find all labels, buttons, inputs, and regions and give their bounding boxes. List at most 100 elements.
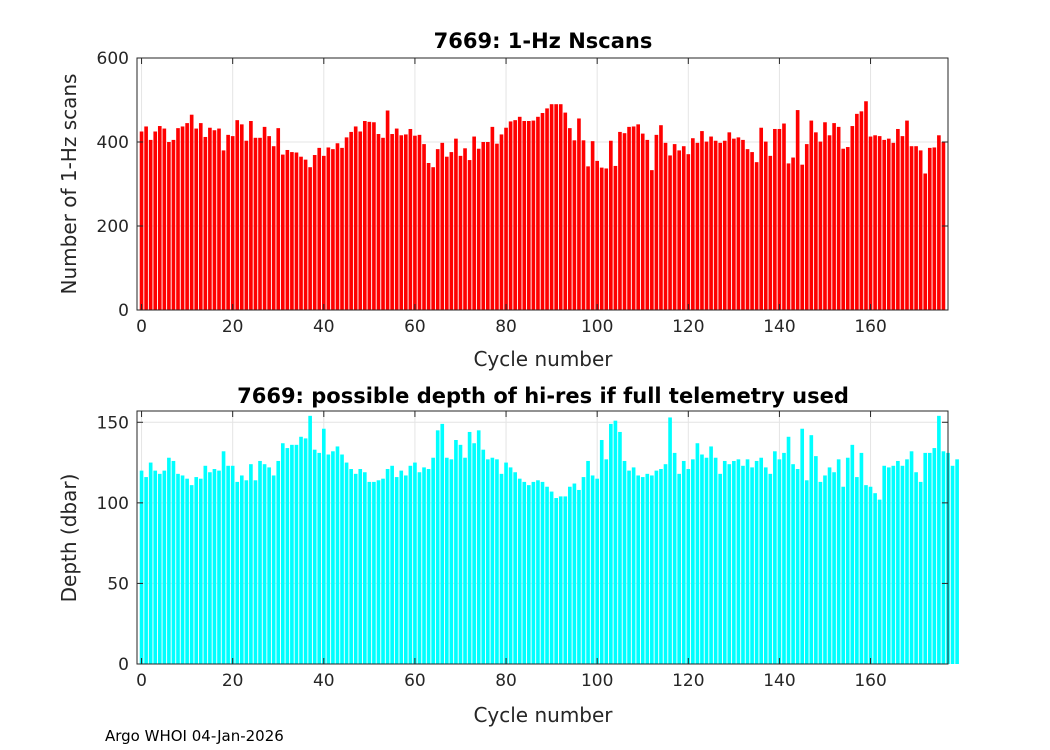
bottom-bar — [713, 457, 718, 664]
bottom-bar — [267, 467, 271, 664]
top-bar — [873, 135, 877, 310]
bottom-bar — [144, 477, 148, 664]
bottom-bar — [476, 430, 481, 664]
top-bar — [891, 142, 896, 310]
bottom-bar — [321, 428, 326, 664]
bottom-bar — [681, 460, 686, 664]
bottom-bar — [358, 469, 363, 664]
top-bar — [171, 139, 176, 310]
top-bar — [645, 139, 650, 310]
top-bar — [362, 121, 367, 310]
bottom-bar — [736, 459, 741, 664]
bottom-bar — [590, 475, 595, 664]
top-bar — [490, 126, 495, 310]
bottom-bar — [185, 478, 189, 664]
top-x-tick-label: 60 — [404, 317, 426, 337]
top-bar — [636, 124, 640, 310]
bottom-bar — [540, 481, 545, 664]
bottom-bar — [294, 444, 299, 664]
bottom-bar — [353, 473, 358, 664]
top-y-tick-label: 400 — [97, 133, 129, 153]
bottom-bar — [640, 477, 645, 664]
bottom-bars — [139, 415, 959, 664]
bottom-bar — [704, 457, 709, 664]
bottom-bar — [718, 473, 723, 664]
bottom-bar — [782, 452, 786, 664]
top-bar — [458, 155, 463, 310]
bottom-bar — [408, 465, 413, 664]
top-bar — [823, 122, 827, 310]
bottom-bar — [768, 473, 773, 664]
bottom-bar — [927, 452, 932, 664]
bottom-bar — [672, 452, 677, 664]
bottom-bar — [622, 460, 627, 664]
top-bar — [499, 134, 504, 310]
bottom-bar — [636, 475, 640, 664]
top-bar — [654, 134, 659, 310]
top-bar — [335, 143, 340, 310]
bottom-y-tick-label: 0 — [118, 655, 129, 675]
bottom-bar — [148, 462, 153, 664]
bottom-bar — [513, 472, 517, 664]
bottom-bar — [882, 465, 887, 664]
bottom-plot-border — [136, 410, 949, 665]
bottom-bar — [859, 452, 864, 664]
top-x-tick-label: 120 — [672, 317, 704, 337]
bottom-bar — [212, 469, 217, 664]
bottom-bar — [303, 438, 308, 664]
bottom-bar — [554, 498, 558, 664]
top-bar — [308, 167, 312, 310]
bottom-bar — [317, 452, 322, 664]
bottom-bar — [171, 460, 176, 664]
bottom-bar — [249, 464, 253, 664]
bottom-bar — [932, 448, 937, 664]
top-bar — [572, 140, 577, 310]
bottom-bar — [362, 472, 367, 664]
bottom-bar — [586, 460, 590, 664]
bottom-bar — [326, 454, 331, 664]
top-x-tick-label: 80 — [495, 317, 517, 337]
top-bar — [677, 150, 681, 310]
top-bar — [294, 152, 299, 310]
bottom-bar — [413, 462, 417, 664]
bottom-bar — [189, 485, 194, 664]
top-bar — [918, 150, 923, 310]
top-bar — [818, 141, 823, 310]
bottom-bar — [654, 470, 659, 664]
top-bar — [877, 136, 882, 310]
bottom-bar — [527, 485, 531, 664]
bottom-bar — [754, 460, 759, 664]
top-bar — [239, 124, 244, 310]
top-bar — [713, 140, 718, 310]
top-bar — [522, 121, 527, 310]
bottom-bar — [841, 486, 846, 664]
bottom-bar — [786, 436, 791, 664]
bottom-bar — [244, 480, 249, 664]
bottom-bar — [417, 472, 422, 664]
top-bar — [399, 135, 404, 310]
top-bar — [832, 123, 836, 310]
top-bar — [403, 134, 408, 310]
bottom-bar — [850, 444, 855, 664]
bottom-bar — [385, 469, 390, 664]
bottom-bar — [886, 467, 891, 664]
top-x-tick-label: 20 — [222, 317, 244, 337]
bottom-y-tick-label: 50 — [107, 574, 129, 594]
bottom-bar — [536, 480, 540, 664]
bottom-bar — [262, 464, 267, 664]
top-bar — [800, 164, 805, 310]
top-bar — [385, 110, 390, 310]
bottom-bar — [709, 446, 713, 664]
bottom-bar — [814, 456, 818, 664]
top-bar — [276, 128, 281, 310]
bottom-bar — [873, 493, 877, 664]
bottom-bar — [914, 472, 918, 664]
bottom-bar — [823, 475, 827, 664]
top-bar — [568, 128, 572, 310]
bottom-bar — [508, 467, 513, 664]
top-bar — [486, 142, 490, 310]
top-bar — [791, 157, 795, 310]
top-bar — [923, 173, 928, 310]
top-bar — [581, 140, 586, 310]
top-bar — [290, 152, 294, 310]
